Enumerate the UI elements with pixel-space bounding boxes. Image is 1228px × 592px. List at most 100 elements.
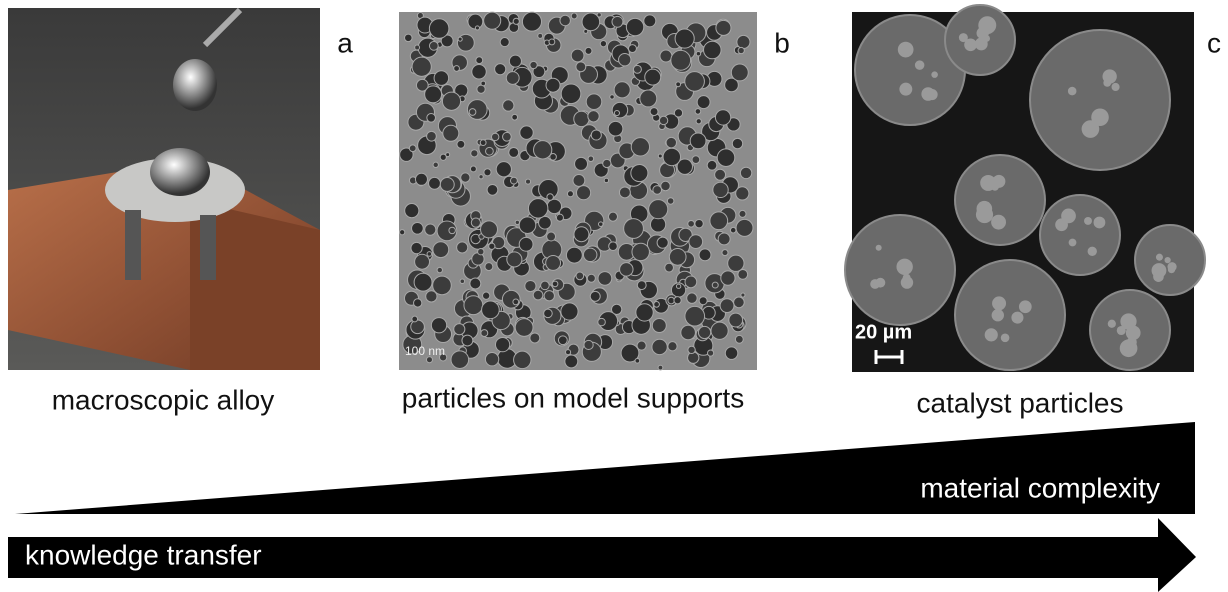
texture — [740, 167, 751, 178]
texture — [1103, 69, 1117, 83]
texture — [484, 12, 501, 29]
texture — [513, 18, 519, 24]
texture — [660, 50, 672, 62]
texture — [688, 352, 699, 363]
texture — [716, 20, 731, 35]
texture — [631, 138, 649, 156]
texture — [533, 290, 543, 300]
texture — [1168, 266, 1175, 273]
texture — [696, 119, 701, 124]
texture — [624, 219, 644, 239]
texture — [730, 227, 736, 233]
texture — [443, 125, 459, 141]
texture — [464, 296, 483, 315]
texture — [710, 212, 728, 230]
texture — [614, 110, 619, 115]
texture — [610, 95, 614, 99]
texture — [1011, 312, 1023, 324]
texture — [489, 243, 495, 249]
texture — [449, 227, 455, 233]
sem-image-particles — [845, 5, 1205, 372]
texture — [415, 254, 430, 269]
texture — [666, 137, 676, 147]
texture — [650, 108, 658, 116]
texture — [454, 324, 465, 335]
texture — [1094, 217, 1106, 229]
texture — [566, 247, 582, 263]
texture — [547, 232, 556, 241]
texture — [412, 57, 431, 76]
texture — [486, 147, 494, 155]
texture — [687, 293, 697, 303]
panel-label: a — [337, 27, 353, 58]
texture — [598, 318, 605, 325]
wedge-label: material complexity — [920, 472, 1160, 503]
texture — [512, 114, 518, 120]
texture — [431, 318, 446, 333]
texture — [658, 154, 662, 158]
texture — [566, 350, 571, 355]
texture — [975, 38, 988, 51]
texture — [442, 92, 460, 110]
texture — [676, 284, 680, 288]
texture — [479, 175, 483, 179]
texture — [503, 132, 512, 141]
scale-bar-label: 100 nm — [405, 344, 445, 358]
texture — [671, 50, 691, 70]
texture — [732, 138, 742, 148]
texture — [411, 320, 425, 334]
texture — [500, 38, 509, 47]
texture — [526, 179, 531, 184]
texture — [717, 149, 735, 167]
texture — [1156, 254, 1163, 261]
texture — [412, 222, 424, 234]
texture — [870, 279, 880, 289]
panel-label: b — [774, 27, 790, 58]
texture — [461, 173, 470, 182]
texture — [549, 39, 555, 45]
texture — [495, 64, 506, 75]
texture — [583, 248, 596, 261]
texture — [688, 220, 695, 227]
caption: catalyst particles — [917, 387, 1124, 418]
texture — [696, 51, 700, 55]
texture — [640, 90, 657, 107]
texture — [475, 26, 479, 30]
texture — [715, 169, 726, 180]
texture — [653, 186, 662, 195]
texture — [577, 186, 591, 200]
texture — [485, 263, 493, 271]
texture — [409, 145, 416, 152]
texture — [471, 218, 480, 227]
texture — [689, 235, 703, 249]
texture — [433, 276, 452, 295]
texture — [591, 130, 601, 140]
texture — [637, 341, 646, 350]
texture — [712, 282, 718, 288]
texture — [513, 299, 519, 305]
texture — [612, 102, 628, 118]
texture — [720, 299, 734, 313]
texture — [598, 272, 612, 286]
texture — [462, 335, 473, 346]
texture — [896, 259, 912, 275]
texture — [457, 242, 468, 253]
texture — [620, 263, 633, 276]
texture — [695, 109, 701, 115]
texture — [644, 15, 656, 27]
texture — [628, 45, 636, 53]
texture — [574, 111, 589, 126]
texture — [487, 184, 498, 195]
texture — [728, 255, 744, 271]
texture — [546, 256, 561, 271]
texture — [663, 148, 680, 165]
texture — [707, 160, 717, 170]
texture — [1019, 300, 1032, 313]
texture — [530, 61, 537, 68]
texture — [454, 66, 460, 72]
texture — [915, 60, 924, 69]
texture — [674, 109, 682, 117]
texture — [541, 281, 550, 290]
texture — [544, 291, 554, 301]
texture — [472, 65, 486, 79]
